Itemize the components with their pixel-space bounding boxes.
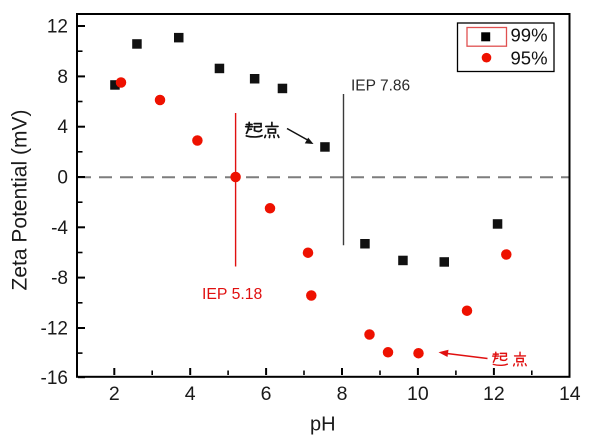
svg-text:10: 10: [407, 383, 429, 405]
svg-text:-12: -12: [41, 319, 68, 340]
svg-text:12: 12: [483, 383, 505, 405]
svg-text:99%: 99%: [511, 25, 548, 46]
svg-text:14: 14: [559, 383, 581, 405]
svg-text:-16: -16: [41, 368, 68, 389]
svg-text:12: 12: [47, 17, 68, 38]
svg-text:8: 8: [337, 383, 348, 405]
svg-text:8: 8: [57, 67, 68, 88]
svg-text:-8: -8: [51, 268, 68, 289]
svg-text:pH: pH: [310, 414, 336, 436]
svg-text:95%: 95%: [511, 48, 548, 69]
svg-text:IEP 7.86: IEP 7.86: [351, 78, 410, 95]
svg-text:4: 4: [57, 117, 68, 138]
svg-text:-4: -4: [51, 218, 68, 239]
svg-text:4: 4: [185, 383, 196, 405]
svg-text:2: 2: [109, 383, 120, 405]
svg-text:0: 0: [57, 168, 68, 189]
svg-text:6: 6: [261, 383, 272, 405]
svg-text:Zeta Potential (mV): Zeta Potential (mV): [9, 110, 32, 291]
svg-text:IEP 5.18: IEP 5.18: [202, 286, 263, 303]
